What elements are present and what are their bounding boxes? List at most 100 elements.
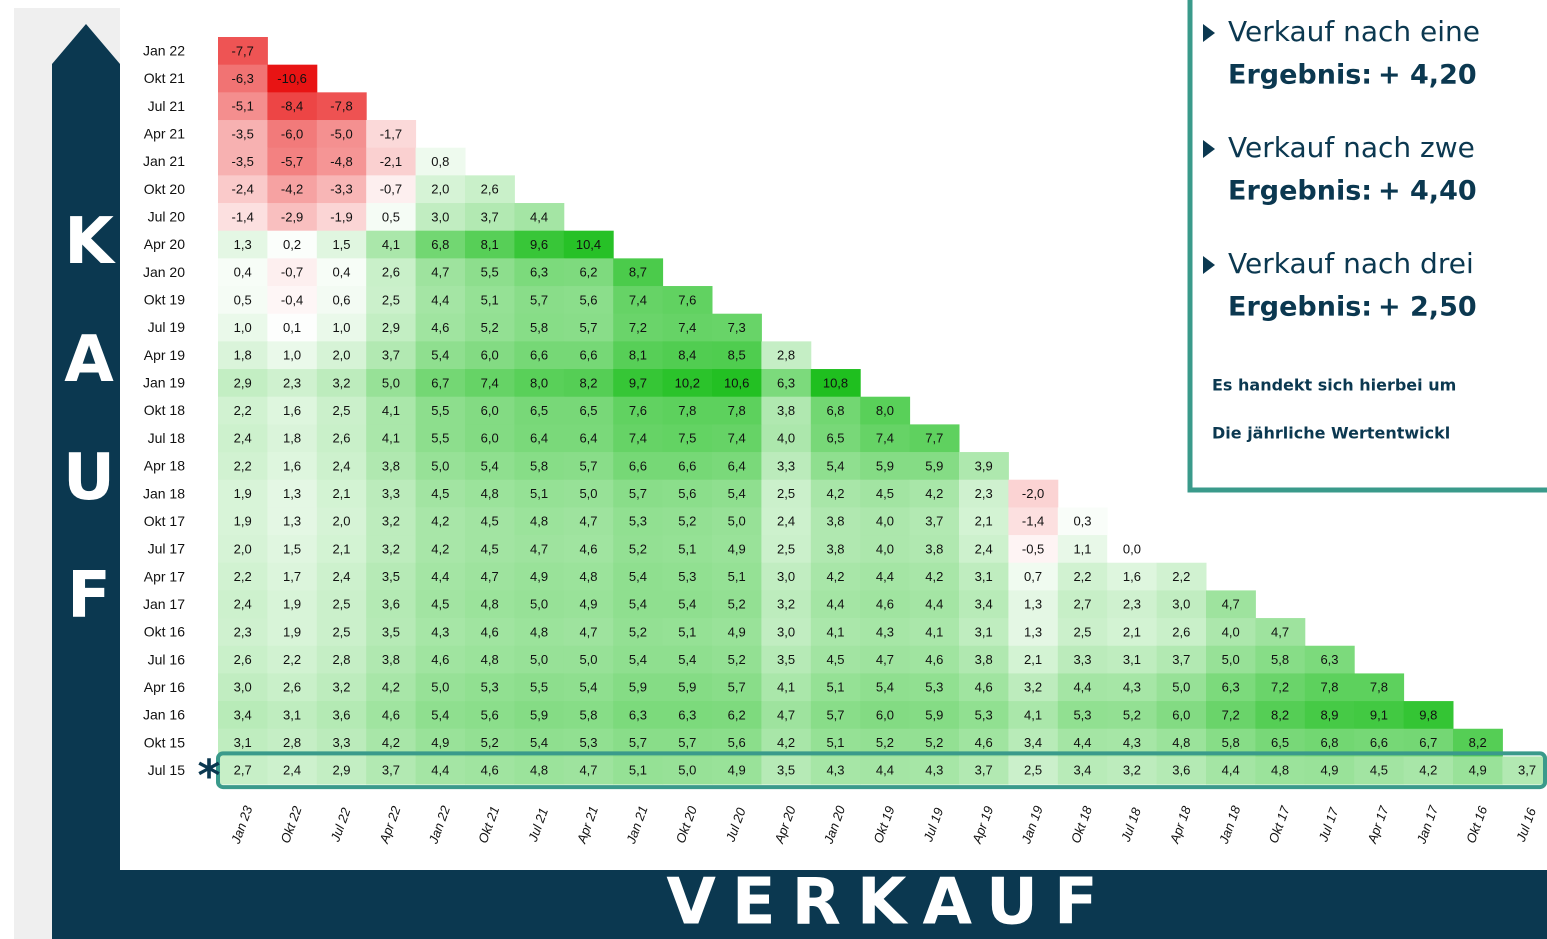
cell-label: -0,5 — [1022, 541, 1044, 556]
cell-label: 4,6 — [382, 707, 400, 722]
cell-label: 2,2 — [1073, 569, 1091, 584]
cell-label: 5,3 — [975, 707, 993, 722]
cell-label: 1,9 — [283, 597, 301, 612]
cell — [514, 645, 565, 674]
cell-label: 6,0 — [481, 431, 499, 446]
cell — [810, 590, 861, 619]
cell — [613, 756, 664, 785]
cell-label: 8,1 — [481, 237, 499, 252]
cell — [712, 590, 762, 619]
cell — [1206, 618, 1256, 647]
cell-label: 4,8 — [481, 597, 499, 612]
cell — [465, 590, 515, 619]
cell — [415, 756, 466, 785]
cell — [514, 258, 565, 287]
cell — [218, 230, 268, 259]
cell-label: 4,4 — [431, 292, 449, 307]
cell-label: 4,9 — [431, 735, 449, 750]
cell-label: 3,3 — [332, 735, 350, 750]
cell-label: 4,6 — [975, 680, 993, 695]
cell — [909, 535, 960, 564]
cell-label: -7,8 — [330, 99, 352, 114]
cell-label: 0,2 — [283, 237, 301, 252]
cell-label: 6,8 — [826, 403, 844, 418]
cell — [218, 562, 268, 591]
cell — [1304, 701, 1355, 730]
cell-label: 4,2 — [431, 514, 449, 529]
cell — [712, 369, 762, 398]
cell — [1107, 618, 1158, 647]
cell-label: 5,2 — [1123, 707, 1141, 722]
cell — [267, 618, 318, 647]
cell — [267, 203, 318, 232]
cell — [316, 341, 367, 370]
cell-label: 4,7 — [579, 763, 597, 778]
cell-label: 7,4 — [678, 320, 696, 335]
cell-label: 1,9 — [283, 624, 301, 639]
cell-label: 3,2 — [332, 375, 350, 390]
cell-label: 6,8 — [1320, 735, 1338, 750]
cell-label: 2,5 — [332, 403, 350, 418]
cell — [909, 701, 960, 730]
cell-label: 5,6 — [481, 707, 499, 722]
cell-label: 4,4 — [530, 209, 548, 224]
cell-label: 5,0 — [678, 763, 696, 778]
cell — [712, 396, 762, 425]
cell-label: 3,2 — [777, 597, 795, 612]
cell — [415, 479, 466, 508]
cell — [1057, 673, 1108, 702]
cell-label: 6,4 — [530, 431, 548, 446]
cell-label: 6,6 — [678, 458, 696, 473]
cell-label: 4,1 — [382, 237, 400, 252]
cell — [1304, 673, 1355, 702]
cell — [761, 618, 812, 647]
cell — [1255, 673, 1306, 702]
cell-label: 4,7 — [1271, 624, 1289, 639]
cell — [1255, 756, 1306, 785]
cell — [267, 590, 318, 619]
cell-label: 4,4 — [826, 597, 844, 612]
row-label: Okt 16 — [144, 624, 185, 640]
cell — [1107, 645, 1158, 674]
cell-label: 6,7 — [1419, 735, 1437, 750]
cell — [218, 369, 268, 398]
cell — [366, 535, 417, 564]
cell-label: 4,7 — [1222, 597, 1240, 612]
cell — [959, 701, 1009, 730]
cell-label: 2,1 — [332, 541, 350, 556]
cell-label: 5,9 — [876, 458, 894, 473]
cell — [316, 203, 367, 232]
cell — [218, 673, 268, 702]
cell — [1008, 701, 1059, 730]
row-label: Jul 20 — [148, 209, 186, 225]
cell — [1403, 756, 1454, 785]
cell-label: -1,4 — [231, 209, 253, 224]
cell-label: 5,4 — [728, 486, 746, 501]
cell-label: 4,4 — [925, 597, 943, 612]
cell — [1156, 562, 1207, 591]
cell-label: 10,8 — [823, 375, 848, 390]
cell-label: 9,6 — [530, 237, 548, 252]
cell-label: 4,6 — [876, 597, 894, 612]
cell — [267, 673, 318, 702]
cell-label: 0,5 — [382, 209, 400, 224]
cell — [267, 258, 318, 287]
cell — [218, 645, 268, 674]
cell-label: 7,2 — [1271, 680, 1289, 695]
cell-label: -2,4 — [231, 182, 253, 197]
cell — [316, 147, 367, 176]
cell-label: 4,5 — [826, 652, 844, 667]
row-label: Jul 15 — [148, 762, 186, 778]
cell — [316, 535, 367, 564]
cell-label: 1,6 — [283, 403, 301, 418]
cell — [613, 424, 664, 453]
cell — [1107, 701, 1158, 730]
row-label: Apr 19 — [144, 347, 185, 363]
cell-label: 4,8 — [1271, 763, 1289, 778]
cell — [860, 507, 911, 536]
cell — [563, 396, 614, 425]
cell-label: 2,4 — [332, 569, 350, 584]
cell-label: 4,4 — [431, 569, 449, 584]
cell — [1156, 618, 1207, 647]
cell-label: -10,6 — [277, 71, 307, 86]
